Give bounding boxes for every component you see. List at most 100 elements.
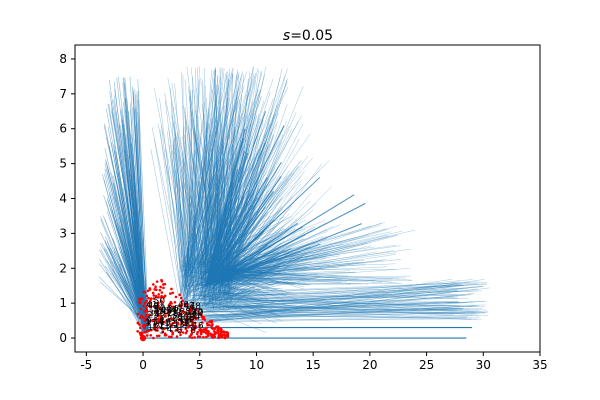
fan-line	[164, 92, 199, 275]
fan-line	[213, 242, 371, 284]
fan-line	[183, 127, 246, 263]
fan-line	[200, 288, 478, 324]
fan-line	[219, 280, 283, 301]
red-point	[136, 321, 140, 325]
fan-line	[189, 318, 467, 321]
fan-line	[187, 270, 248, 295]
fan-line	[226, 279, 295, 293]
fan-line	[220, 252, 283, 267]
fan-line	[200, 296, 248, 300]
fan-line	[222, 251, 310, 297]
fan-line	[212, 176, 301, 276]
fan-line	[180, 76, 221, 293]
fan-line	[184, 162, 205, 288]
fan-line	[198, 284, 260, 292]
fan-line	[227, 192, 264, 279]
chart-title: s=0.05	[283, 28, 333, 44]
red-point	[200, 313, 203, 317]
fan-line	[220, 220, 284, 277]
y-tick-label: 7	[59, 87, 67, 101]
fan-line	[199, 301, 487, 313]
fan-line	[184, 102, 238, 275]
fan-line	[213, 68, 216, 264]
fan-line	[113, 100, 145, 328]
fan-line	[193, 289, 463, 311]
red-point	[141, 316, 145, 319]
fan-line	[195, 266, 277, 309]
fan-line	[197, 284, 459, 323]
point-label: 44	[166, 305, 178, 315]
fan-line	[205, 308, 480, 314]
fan-line	[204, 114, 206, 283]
red-point	[152, 297, 156, 300]
fan-line	[210, 133, 213, 267]
fan-line	[203, 205, 293, 304]
fan-line	[189, 234, 227, 303]
red-point	[169, 323, 172, 326]
fan-line	[192, 203, 227, 295]
fan-line	[189, 92, 196, 273]
fan-line	[209, 282, 266, 286]
point-label: 36	[167, 305, 179, 315]
fan-line	[201, 313, 477, 316]
red-point	[190, 308, 193, 311]
fan-line	[207, 273, 280, 277]
fan-line	[216, 276, 369, 285]
fan-line	[205, 85, 209, 296]
fan-line	[183, 108, 247, 268]
fan-line	[204, 125, 285, 286]
red-point	[156, 320, 160, 324]
fan-line	[200, 89, 261, 264]
fan-line	[184, 144, 225, 303]
fan-line	[185, 184, 206, 300]
fan-line	[198, 73, 255, 268]
red-point	[185, 329, 189, 333]
fan-line	[224, 276, 309, 286]
fan-line	[182, 158, 199, 285]
red-point	[136, 329, 139, 333]
red-point	[152, 294, 156, 297]
fan-line	[227, 77, 281, 269]
fan-line	[196, 305, 479, 311]
fan-line	[217, 165, 259, 285]
fan-line	[208, 282, 260, 302]
point-label: 26	[154, 309, 166, 319]
fan-line	[205, 223, 362, 287]
fan-line	[174, 83, 192, 304]
fan-line	[175, 135, 200, 277]
red-point	[160, 294, 163, 298]
fan-line	[211, 254, 340, 278]
fan-line	[199, 73, 242, 267]
fan-line	[228, 246, 328, 299]
fan-line	[210, 278, 289, 309]
fan-line	[151, 127, 182, 271]
fan-line	[185, 91, 215, 294]
fan-line	[216, 178, 289, 280]
fan-line	[213, 268, 307, 286]
fan-line	[199, 288, 255, 308]
fan-line	[191, 125, 249, 274]
fan-line	[185, 240, 271, 287]
red-point	[156, 309, 160, 313]
fan-line	[204, 299, 478, 307]
fan-line	[221, 250, 394, 283]
fan-line	[209, 120, 222, 264]
fan-line	[209, 270, 298, 300]
fan-line	[181, 182, 218, 292]
fan-line	[191, 124, 218, 272]
fan-line	[194, 308, 464, 316]
fan-line	[215, 250, 280, 272]
fan-line	[202, 79, 209, 289]
fan-line	[201, 281, 488, 304]
fan-line	[213, 98, 274, 276]
x-tick-label: 25	[419, 358, 434, 372]
fan-line	[182, 74, 185, 310]
fan-line	[193, 313, 482, 320]
red-point	[136, 312, 140, 316]
x-tick-label: 35	[532, 358, 547, 372]
red-point	[138, 301, 141, 305]
fan-line	[183, 178, 211, 297]
red-point	[181, 299, 184, 303]
fan-line	[207, 236, 390, 283]
fan-line	[218, 170, 320, 269]
